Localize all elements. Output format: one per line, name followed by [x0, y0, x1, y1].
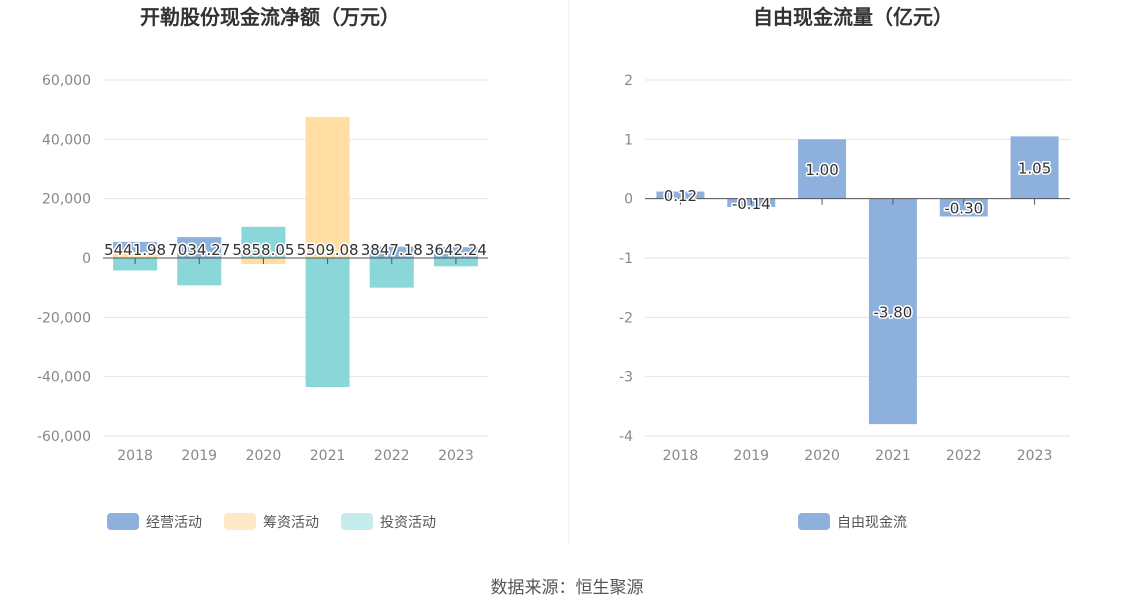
data-label: 5858.05 — [232, 241, 294, 259]
legend-swatch — [798, 513, 830, 530]
bar-operating-2019[interactable] — [177, 237, 222, 258]
bar-fcf-2022[interactable] — [939, 198, 988, 217]
y-tick-label: 1 — [624, 132, 633, 148]
y-tick-label: 0 — [624, 192, 633, 208]
x-tick-label: 2019 — [181, 448, 217, 464]
x-tick-label: 2018 — [117, 448, 153, 464]
bar-financing-2018[interactable] — [113, 253, 158, 258]
bar-operating-2022[interactable] — [369, 246, 414, 258]
legend: 自由现金流 — [798, 513, 907, 531]
bar-fcf-2018[interactable] — [656, 191, 705, 199]
y-tick-label: 2 — [624, 73, 633, 89]
legend-item-fcf[interactable]: 自由现金流 — [798, 513, 907, 531]
bar-fcf-2020[interactable] — [798, 139, 847, 199]
y-tick-label: -1 — [619, 251, 633, 267]
bar-investing-2020[interactable] — [241, 226, 286, 258]
data-labels: 0.12 -0.14 1.00 -3.80 -0.30 1.05 — [662, 158, 1053, 323]
data-label: 1.05 — [1018, 160, 1051, 178]
x-tick-label: 2022 — [374, 448, 410, 464]
y-axis-ticks: 60,000 40,000 20,000 0 -20,000 -40,000 -60,000 — [37, 73, 91, 445]
chart-title: 开勒股份现金流净额（万元） — [140, 5, 400, 29]
legend-item-investing[interactable]: 投资活动 — [341, 513, 436, 531]
legend-item-financing[interactable]: 筹资活动 — [224, 513, 319, 531]
bar-investing-2021[interactable] — [305, 258, 350, 388]
y-tick-label: -2 — [619, 310, 633, 326]
data-label: 0.12 — [664, 187, 697, 205]
legend: 经营活动 筹资活动 投资活动 — [107, 513, 436, 531]
data-label: 3847.18 — [361, 241, 423, 259]
x-axis-ticks: 2018 2019 2020 2021 2022 2023 — [117, 258, 474, 464]
data-label: 3642.24 — [425, 241, 487, 259]
legend-label: 筹资活动 — [263, 514, 319, 531]
data-label: 1.00 — [805, 161, 838, 179]
y-tick-label: 40,000 — [42, 132, 91, 148]
y-tick-label: 20,000 — [42, 192, 91, 208]
bar-fcf-2021[interactable] — [868, 198, 917, 425]
data-label: -3.80 — [874, 303, 913, 321]
y-tick-label: 60,000 — [42, 73, 91, 89]
x-tick-label: 2023 — [438, 448, 474, 464]
y-tick-label: -3 — [619, 370, 633, 386]
x-tick-label: 2021 — [310, 448, 346, 464]
chart-title: 自由现金流量（亿元） — [753, 5, 953, 29]
x-tick-label: 2019 — [733, 448, 769, 464]
x-tick-label: 2023 — [1017, 448, 1053, 464]
x-axis-ticks: 2018 2019 2020 2021 2022 2023 — [663, 198, 1053, 464]
y-axis-ticks: 2 1 0 -1 -2 -3 -4 — [619, 73, 633, 445]
data-label: -0.14 — [732, 195, 771, 213]
x-tick-label: 2020 — [246, 448, 282, 464]
legend-label: 投资活动 — [380, 515, 436, 531]
legend-swatch — [224, 513, 256, 530]
data-label: 5509.08 — [297, 241, 359, 259]
y-grid — [645, 79, 1070, 437]
bar-operating-2023[interactable] — [433, 247, 478, 258]
x-tick-label: 2021 — [875, 448, 911, 464]
x-tick-label: 2020 — [804, 448, 840, 464]
legend-label: 经营活动 — [146, 515, 202, 531]
data-label: 7034.27 — [168, 241, 230, 259]
legend-swatch — [107, 513, 139, 530]
data-source: 数据来源：恒生聚源 — [490, 578, 644, 598]
free-cash-flow-chart: 自由现金流量（亿元） 210-1-2-3-4 2018 2019 2020 2021 2… — [619, 5, 1070, 531]
legend-item-operating[interactable]: 经营活动 — [107, 513, 202, 531]
y-tick-label: -20,000 — [37, 310, 91, 326]
bar-fcf-2023[interactable] — [1010, 136, 1059, 199]
data-labels: 5441.98 7034.27 5858.05 5509.08 3847.18 3642.… — [103, 240, 489, 261]
x-tick-label: 2018 — [663, 448, 699, 464]
bar-investing-2018[interactable] — [113, 258, 158, 271]
y-tick-label: -60,000 — [37, 429, 91, 445]
y-tick-label: -40,000 — [37, 370, 91, 386]
x-tick-label: 2022 — [946, 448, 982, 464]
y-tick-label: -4 — [619, 429, 633, 445]
bars — [656, 136, 1059, 425]
data-label: 5441.98 — [104, 241, 166, 259]
data-label: -0.30 — [944, 200, 983, 218]
legend-label: 自由现金流 — [837, 515, 907, 531]
legend-swatch — [341, 513, 373, 530]
y-tick-label: 0 — [82, 251, 91, 267]
bar-financing-2021[interactable] — [305, 117, 350, 258]
cash-flow-chart: 开勒股份现金流净额（万元） 60,000 40,000 20,000 0 -20,000… — [37, 5, 488, 531]
